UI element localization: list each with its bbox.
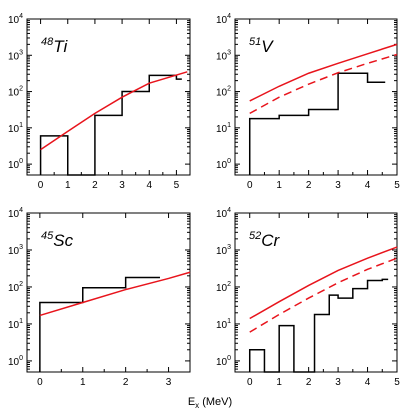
x-tick-label: 0 xyxy=(247,180,253,191)
x-tick-label: 0 xyxy=(38,180,44,191)
y-tick-label: 101 xyxy=(8,122,23,135)
y-tick-label: 100 xyxy=(216,355,231,368)
x-tick-label: 0 xyxy=(247,377,253,388)
x-tick-label: 5 xyxy=(394,377,400,388)
nuclide-label-sc45: 45Sc xyxy=(41,230,74,250)
x-tick-label: 2 xyxy=(306,180,312,191)
y-tick-label: 102 xyxy=(216,281,231,294)
x-tick-label: 3 xyxy=(335,377,341,388)
x-tick-label: 0 xyxy=(37,377,43,388)
y-tick-label: 102 xyxy=(8,86,23,99)
x-tick-label: 2 xyxy=(92,180,98,191)
x-tick-label: 2 xyxy=(123,377,129,388)
y-tick-label: 102 xyxy=(216,86,231,99)
curve-solid-v51 xyxy=(249,43,398,102)
y-tick-label: 104 xyxy=(8,13,23,26)
x-tick-label: 3 xyxy=(119,180,125,191)
y-tick-label: 101 xyxy=(216,318,231,331)
y-tick-label: 104 xyxy=(216,13,231,26)
panel-ti48: 0 1 2 3 4 5 100 101 102 103 104 48Ti xyxy=(8,13,191,191)
y-tick-label: 103 xyxy=(216,49,231,62)
y-tick-label: 103 xyxy=(216,244,231,257)
y-tick-label: 104 xyxy=(8,207,23,220)
x-tick-label: 4 xyxy=(365,180,371,191)
y-tick-label: 103 xyxy=(8,244,23,257)
nuclide-label-ti48: 48Ti xyxy=(41,36,68,56)
curve-dashed-cr52 xyxy=(249,257,398,333)
y-tick-label: 100 xyxy=(8,355,23,368)
curve-solid-ti48 xyxy=(40,71,188,151)
y-tick-label: 101 xyxy=(8,318,23,331)
x-tick-label: 3 xyxy=(335,180,341,191)
x-tick-label: 2 xyxy=(306,377,312,388)
curve-solid-cr52 xyxy=(249,246,398,320)
histogram-v51 xyxy=(248,72,386,175)
x-tick-label: 1 xyxy=(65,180,71,191)
y-tick-label: 101 xyxy=(216,122,231,135)
y-tick-label: 100 xyxy=(8,158,23,171)
y-tick-label: 103 xyxy=(8,49,23,62)
curve-solid-sc45 xyxy=(39,271,191,317)
histogram-ti48 xyxy=(39,74,182,176)
x-tick-label: 5 xyxy=(394,180,400,191)
y-tick-label: 100 xyxy=(216,158,231,171)
x-tick-label: 4 xyxy=(365,377,371,388)
histogram-sc45 xyxy=(39,276,160,372)
x-tick-label: 4 xyxy=(146,180,152,191)
x-tick-label: 1 xyxy=(276,377,282,388)
panel-cr52: 0 1 2 3 4 5 100 101 102 103 104 52Cr xyxy=(216,207,400,388)
panel-sc45: 0 1 2 3 100 101 102 103 104 45Sc xyxy=(8,207,191,388)
nuclide-label-v51: 51V xyxy=(249,36,274,56)
x-tick-label: 1 xyxy=(80,377,86,388)
histogram-cr52 xyxy=(248,278,389,373)
curve-dashed-v51 xyxy=(249,53,398,115)
y-tick-label: 104 xyxy=(216,207,231,220)
panel-v51: 0 1 2 3 4 5 100 101 102 103 104 51V xyxy=(216,13,400,191)
x-axis-title: Ex (MeV) xyxy=(188,396,232,410)
y-tick-label: 102 xyxy=(8,281,23,294)
x-tick-label: 1 xyxy=(276,180,282,191)
x-tick-label: 3 xyxy=(166,377,172,388)
nuclide-label-cr52: 52Cr xyxy=(249,230,281,250)
x-tick-label: 5 xyxy=(174,180,180,191)
